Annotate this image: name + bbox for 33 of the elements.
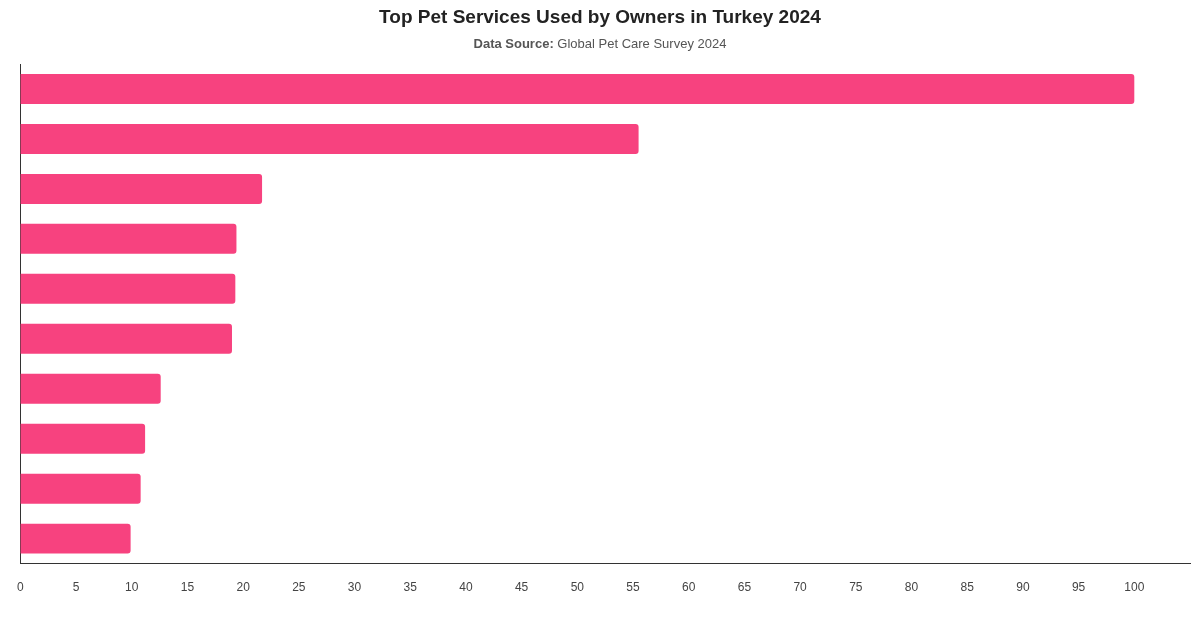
x-tick-label: 50 (570, 580, 585, 595)
x-tick-label: 90 (1016, 580, 1030, 595)
bar (20, 123, 639, 154)
chart-subtitle: Data Source: Global Pet Care Survey 2024 (472, 36, 728, 51)
x-tick-label: 85 (960, 580, 975, 595)
bar (20, 473, 141, 504)
x-tick-label: 95 (1071, 580, 1086, 595)
x-tick-label: 30 (347, 580, 362, 595)
x-tick-label: 70 (793, 580, 808, 595)
bar (20, 223, 237, 254)
bar (20, 73, 1135, 104)
chart-title: Top Pet Services Used by Owners in Turkey 2024 (378, 6, 822, 28)
x-tick-label: 100 (1124, 580, 1145, 595)
bar (20, 323, 232, 354)
x-tick-label: 65 (737, 580, 752, 595)
x-tick-label: 80 (904, 580, 919, 595)
x-tick-label: 25 (292, 580, 306, 595)
x-tick-label: 10 (125, 580, 139, 595)
x-tick-label: 35 (403, 580, 418, 595)
x-tick-label: 45 (514, 580, 529, 595)
x-tick-label: 20 (236, 580, 251, 595)
x-tick-label: 0 (16, 580, 24, 595)
x-tick-label: 15 (180, 580, 195, 595)
x-tick-label: 60 (682, 580, 696, 595)
bar (20, 423, 146, 454)
bar (20, 173, 263, 204)
bar (20, 373, 161, 404)
bar (20, 523, 131, 554)
bar (20, 273, 236, 304)
x-tick-label: 40 (459, 580, 473, 595)
x-tick-label: 75 (849, 580, 863, 595)
x-tick-label: 55 (626, 580, 641, 595)
x-tick-label: 5 (72, 580, 80, 595)
